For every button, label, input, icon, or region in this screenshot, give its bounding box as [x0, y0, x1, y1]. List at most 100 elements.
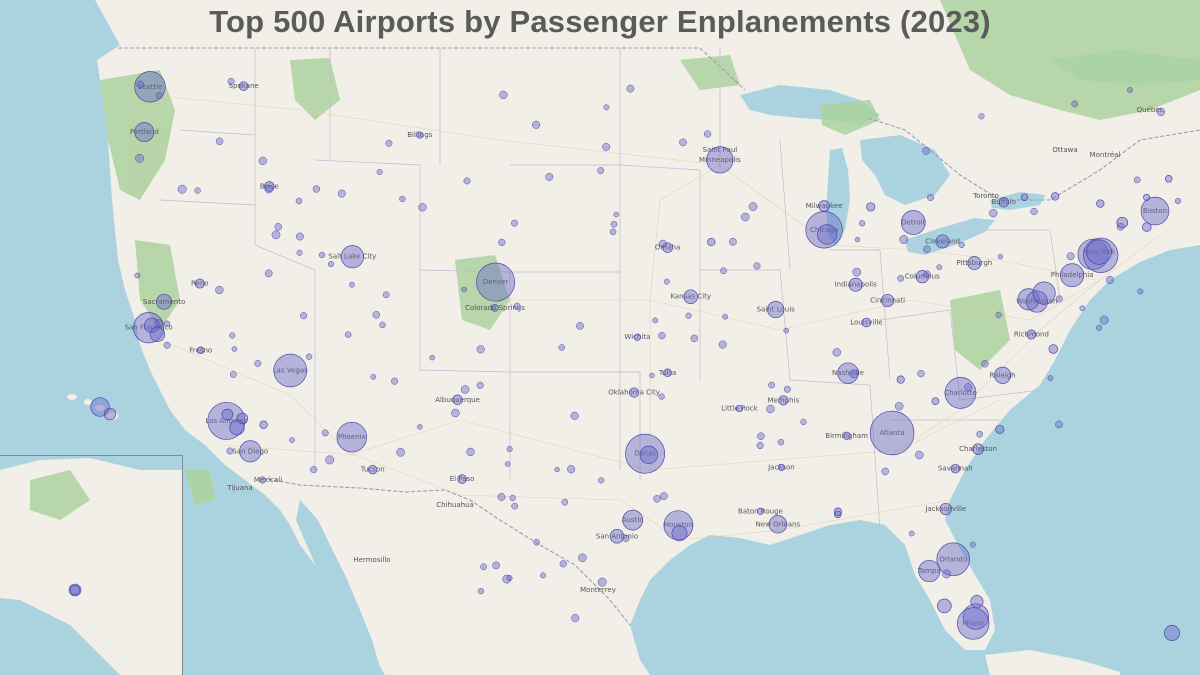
minor-airport-marker[interactable] — [215, 137, 224, 146]
minor-airport-marker[interactable] — [777, 438, 785, 446]
airport-marker[interactable]: New York JFK — [1083, 237, 1119, 273]
airport-marker[interactable]: Cleveland — [935, 234, 950, 249]
airport-marker[interactable]: Cincinnati — [881, 293, 895, 308]
minor-airport-marker[interactable] — [800, 418, 807, 426]
minor-airport-marker[interactable] — [741, 212, 750, 222]
airport-marker[interactable]: Palm Springs — [259, 420, 268, 429]
minor-airport-marker[interactable] — [660, 492, 668, 500]
minor-airport-marker[interactable] — [995, 311, 1002, 319]
minor-airport-marker[interactable] — [757, 432, 765, 440]
minor-airport-marker[interactable] — [897, 275, 905, 282]
airport-marker[interactable]: Norfolk — [1048, 344, 1059, 354]
airport-marker[interactable]: Anchorage — [69, 584, 81, 596]
minor-airport-marker[interactable] — [227, 77, 235, 85]
minor-airport-marker[interactable] — [476, 381, 484, 389]
minor-airport-marker[interactable] — [978, 113, 985, 120]
airport-marker[interactable]: Richmond — [1026, 329, 1037, 340]
minor-airport-marker[interactable] — [849, 369, 858, 379]
minor-airport-marker[interactable] — [997, 254, 1004, 260]
minor-airport-marker[interactable] — [832, 348, 842, 357]
minor-airport-marker[interactable] — [649, 372, 655, 379]
minor-airport-marker[interactable] — [748, 202, 758, 211]
minor-airport-marker[interactable] — [554, 466, 560, 473]
minor-airport-marker[interactable] — [295, 197, 303, 205]
airport-marker[interactable]: Memphis — [778, 395, 789, 406]
airport-marker[interactable]: Little Rock — [735, 404, 744, 413]
airport-marker[interactable]: Santa Ana — [229, 419, 245, 436]
minor-airport-marker[interactable] — [477, 587, 485, 595]
minor-airport-marker[interactable] — [783, 385, 791, 393]
airport-marker[interactable]: Tampa — [918, 559, 941, 583]
airport-marker[interactable]: Boston — [1140, 196, 1170, 226]
minor-airport-marker[interactable] — [461, 286, 467, 293]
minor-airport-marker[interactable] — [385, 139, 393, 147]
minor-airport-marker[interactable] — [460, 385, 470, 394]
minor-airport-marker[interactable] — [753, 262, 761, 270]
minor-airport-marker[interactable] — [597, 167, 605, 175]
minor-airport-marker[interactable] — [349, 281, 355, 288]
airport-marker[interactable]: Salt Lake City — [340, 245, 364, 269]
minor-airport-marker[interactable] — [881, 467, 889, 476]
airport-marker[interactable]: Detroit — [900, 210, 926, 235]
airport-marker[interactable]: Knoxville — [896, 375, 905, 384]
minor-airport-marker[interactable] — [506, 446, 513, 452]
minor-airport-marker[interactable] — [513, 302, 521, 310]
airport-marker[interactable]: Charleston — [972, 443, 984, 455]
minor-airport-marker[interactable] — [545, 172, 554, 181]
minor-airport-marker[interactable] — [532, 120, 541, 129]
airport-marker[interactable]: Hartford — [1116, 216, 1129, 229]
minor-airport-marker[interactable] — [722, 313, 728, 320]
minor-airport-marker[interactable] — [964, 383, 973, 392]
airport-marker[interactable]: Baltimore — [1032, 281, 1056, 305]
minor-airport-marker[interactable] — [561, 498, 569, 506]
minor-airport-marker[interactable] — [274, 223, 283, 231]
minor-airport-marker[interactable] — [1071, 100, 1079, 108]
minor-airport-marker[interactable] — [652, 317, 659, 324]
minor-airport-marker[interactable] — [296, 249, 303, 256]
airport-marker[interactable]: Pensacola — [833, 507, 843, 516]
minor-airport-marker[interactable] — [1156, 107, 1166, 117]
minor-airport-marker[interactable] — [229, 332, 236, 339]
airport-marker-layer[interactable]: Seattle Portland Spokane Boise Salt Lake Cit… — [69, 71, 1181, 641]
airport-marker[interactable]: Las Vegas — [273, 353, 308, 388]
airport-marker[interactable]: Burbank — [221, 408, 234, 421]
airport-marker[interactable]: San Juan — [1164, 625, 1180, 641]
minor-airport-marker[interactable] — [858, 220, 866, 227]
minor-airport-marker[interactable] — [658, 393, 665, 400]
minor-airport-marker[interactable] — [480, 563, 487, 571]
minor-airport-marker[interactable] — [658, 331, 666, 340]
minor-airport-marker[interactable] — [658, 239, 667, 248]
minor-airport-marker[interactable] — [852, 267, 862, 277]
minor-airport-marker[interactable] — [936, 264, 943, 271]
minor-airport-marker[interactable] — [540, 572, 546, 579]
minor-airport-marker[interactable] — [258, 156, 267, 166]
airport-marker[interactable]: Fort Myers — [937, 598, 952, 614]
airport-marker[interactable]: Spokane — [238, 81, 249, 91]
airport-marker[interactable]: Greenville — [931, 397, 940, 406]
minor-airport-marker[interactable] — [163, 341, 171, 349]
airport-marker[interactable]: Buffalo — [998, 196, 1010, 208]
airport-marker[interactable]: Rochester — [1020, 193, 1029, 201]
minor-airport-marker[interactable] — [504, 461, 511, 467]
minor-airport-marker[interactable] — [476, 345, 485, 354]
minor-airport-marker[interactable] — [509, 494, 516, 502]
minor-airport-marker[interactable] — [229, 371, 237, 378]
airport-marker[interactable]: Tulsa — [663, 368, 672, 378]
minor-airport-marker[interactable] — [399, 195, 406, 203]
minor-airport-marker[interactable] — [1127, 87, 1133, 93]
airport-marker[interactable]: Austin — [622, 509, 644, 531]
airport-marker[interactable]: Billings — [416, 131, 424, 139]
minor-airport-marker[interactable] — [379, 321, 386, 329]
minor-airport-marker[interactable] — [729, 237, 737, 246]
minor-airport-marker[interactable] — [703, 130, 712, 138]
minor-airport-marker[interactable] — [325, 455, 335, 465]
airport-marker[interactable]: Chicago — [805, 211, 843, 249]
airport-marker[interactable]: Sacramento — [156, 293, 173, 310]
minor-airport-marker[interactable] — [1066, 252, 1075, 261]
airport-marker[interactable]: Grand Rapids — [866, 202, 876, 212]
airport-marker[interactable]: Charlotte — [944, 377, 977, 409]
minor-airport-marker[interactable] — [576, 322, 584, 330]
minor-airport-marker[interactable] — [463, 177, 471, 185]
minor-airport-marker[interactable] — [663, 278, 670, 285]
